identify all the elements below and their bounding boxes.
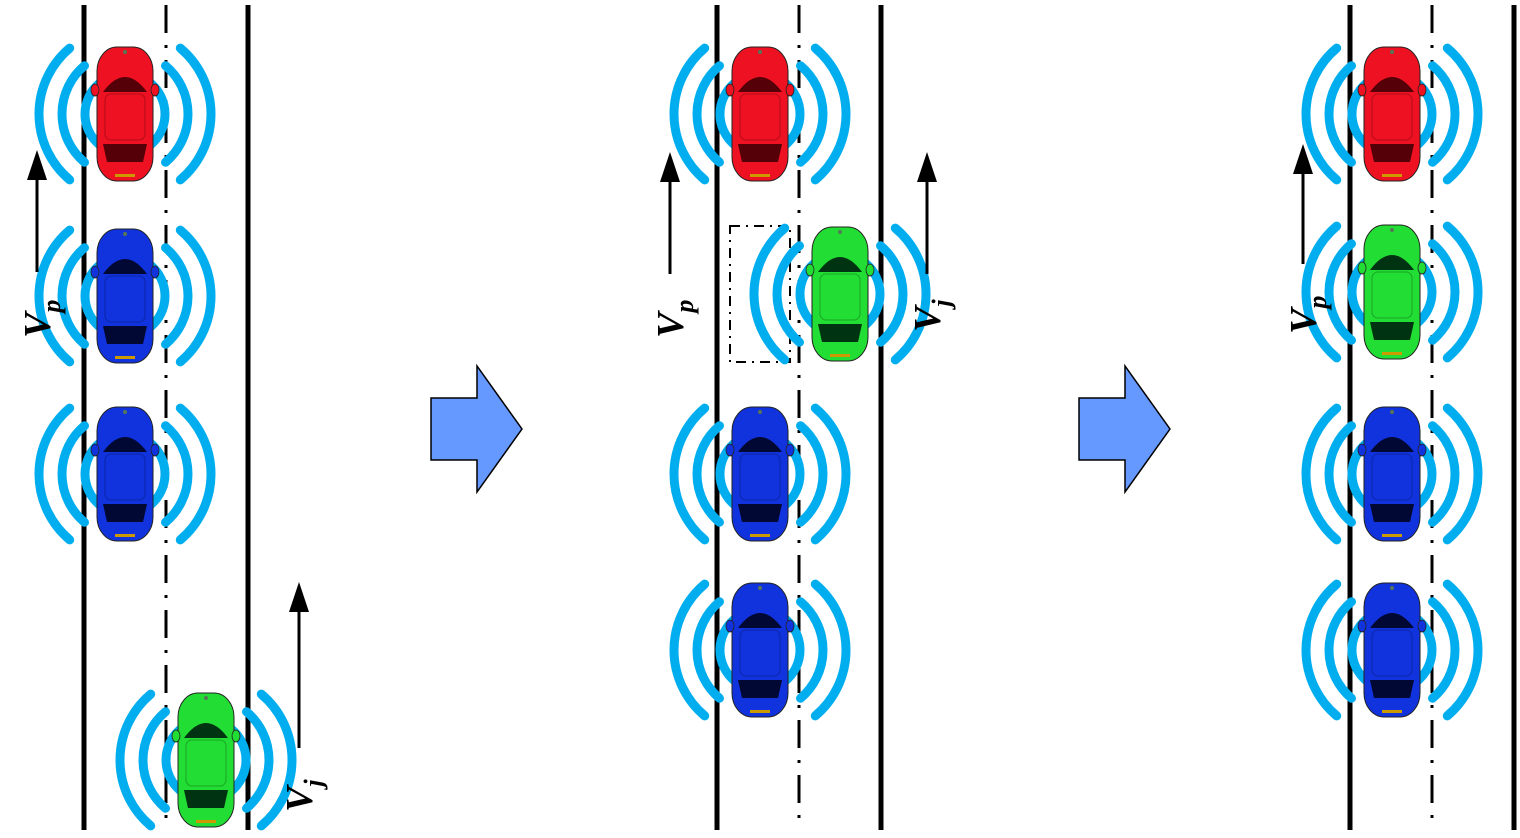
sensor-wave-arc: [1301, 43, 1342, 185]
sensor-wave-arc: [57, 61, 90, 167]
car-body: [725, 582, 795, 718]
panel-3: Vp: [1283, 5, 1517, 830]
sensor-wave-arc: [241, 707, 274, 813]
velocity-label-vp: Vp: [17, 300, 66, 338]
car-blue-2: [34, 403, 216, 545]
car-red-lead: [1301, 43, 1483, 185]
velocity-arrow-vj: [289, 582, 309, 748]
car-body: [1357, 582, 1427, 718]
sensor-wave-arc: [160, 421, 193, 527]
velocity-label-vj: Vj: [279, 779, 328, 812]
sensor-wave-group: [1301, 221, 1483, 363]
car-blue-1: [1301, 403, 1483, 545]
sensor-wave-arc: [1428, 239, 1460, 345]
car-blue-2: [669, 579, 851, 721]
sensor-wave-arc: [1428, 597, 1460, 703]
car-blue-2: [1301, 579, 1483, 721]
sensor-wave-arc: [875, 241, 908, 347]
sensor-wave-arc: [34, 43, 75, 185]
car-body: [1357, 46, 1427, 182]
sensor-wave-arc: [138, 707, 171, 813]
car-body: [90, 228, 160, 364]
sensor-wave-arc: [692, 421, 725, 527]
sensor-wave-arc: [1301, 221, 1342, 363]
sensor-wave-arc: [1324, 421, 1356, 527]
sensor-wave-arc: [175, 403, 216, 545]
sensor-wave-arc: [795, 61, 828, 167]
sensor-wave-arc: [795, 597, 828, 703]
sensor-wave-arc: [256, 689, 297, 831]
sensor-wave-arc: [669, 43, 710, 185]
sensor-wave-arc: [1324, 61, 1356, 167]
sensor-wave-arc: [810, 579, 851, 721]
sensor-wave-arc: [1442, 221, 1483, 363]
sensor-wave-arc: [749, 223, 790, 365]
gap-placeholder-box: [729, 225, 791, 363]
car-red-lead: [669, 43, 851, 185]
velocity-arrow-vj: [917, 152, 937, 274]
sensor-wave-arc: [160, 61, 193, 167]
car-body: [90, 406, 160, 542]
sensor-wave-arc: [1442, 403, 1483, 545]
sensor-wave-arc: [795, 421, 828, 527]
car-red-lead: [34, 43, 216, 185]
sensor-wave-arc: [1428, 61, 1460, 167]
car-body: [805, 226, 875, 362]
velocity-arrow-vp: [660, 152, 680, 274]
sensor-wave-arc: [810, 43, 851, 185]
sensor-wave-group: [669, 43, 851, 185]
velocity-arrow-vp: [27, 150, 47, 272]
velocity-arrow-vp: [1293, 144, 1313, 264]
sensor-wave-arc: [1301, 403, 1342, 545]
sensor-wave-arc: [34, 225, 75, 367]
car-body: [90, 46, 160, 182]
sensor-wave-arc: [1301, 579, 1342, 721]
car-body: [725, 406, 795, 542]
velocity-label-vj: Vj: [907, 299, 956, 332]
sensor-wave-arc: [175, 43, 216, 185]
velocity-label-vp: Vp: [1283, 296, 1332, 334]
road-panel-1: [81, 5, 251, 830]
velocity-label-vp: Vp: [650, 300, 699, 338]
sensor-wave-arc: [1324, 597, 1356, 703]
sensor-wave-arc: [115, 689, 156, 831]
panel-1: Vp Vj: [17, 5, 328, 831]
sensor-wave-group: [34, 403, 216, 545]
sensor-wave-arc: [1428, 421, 1460, 527]
sensor-wave-arc: [175, 225, 216, 367]
car-green-merged: [1301, 221, 1483, 363]
sensor-wave-arc: [1442, 579, 1483, 721]
sensor-wave-arc: [890, 223, 931, 365]
sensor-wave-arc: [772, 241, 805, 347]
car-green-merging: [749, 223, 931, 365]
car-body: [1357, 406, 1427, 542]
sensor-wave-arc: [1324, 239, 1356, 345]
sensor-wave-arc: [1442, 43, 1483, 185]
car-body: [171, 692, 241, 828]
car-green-merging: [115, 689, 297, 831]
sensor-wave-arc: [34, 403, 75, 545]
sensor-wave-group: [669, 403, 851, 545]
sensor-wave-arc: [669, 579, 710, 721]
sensor-wave-arc: [810, 403, 851, 545]
transition-arrow-2: [1078, 363, 1171, 495]
sensor-wave-arc: [57, 421, 90, 527]
sensor-wave-arc: [160, 243, 193, 349]
sensor-wave-arc: [669, 403, 710, 545]
car-body: [1357, 224, 1427, 360]
sensor-wave-arc: [57, 243, 90, 349]
panel-2: Vp Vj: [650, 5, 956, 830]
car-body: [725, 46, 795, 182]
sensor-wave-arc: [692, 597, 725, 703]
car-blue-1: [34, 225, 216, 367]
sensor-wave-arc: [692, 61, 725, 167]
transition-arrow-1: [430, 363, 523, 495]
car-blue-1: [669, 403, 851, 545]
